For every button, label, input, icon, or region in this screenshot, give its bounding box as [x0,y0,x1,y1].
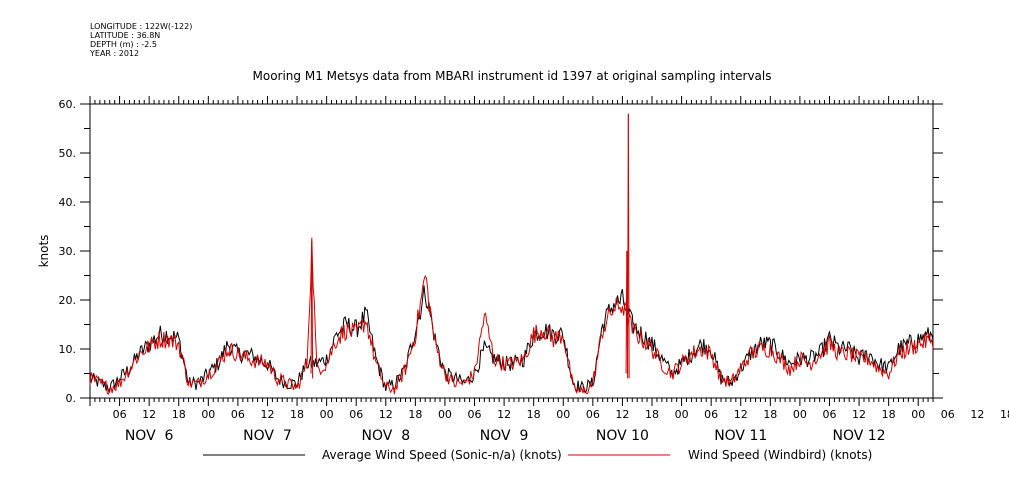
x-tick-label: 18 [763,408,777,421]
legend-label-windbird: Wind Speed (Windbird) (knots) [688,448,872,462]
x-tick-label: 00 [911,408,925,421]
x-tick-label: 18 [882,408,896,421]
x-tick-label: 00 [793,408,807,421]
x-tick-label: 00 [438,408,452,421]
x-tick-label: 18 [1000,408,1009,421]
x-date-label: NOV 10 [596,428,649,444]
x-tick-label: 12 [379,408,393,421]
x-tick-label: 12 [734,408,748,421]
x-tick-label: 12 [852,408,866,421]
y-tick-label: 50. [59,147,77,160]
spike-down [626,250,629,379]
x-tick-label: 06 [113,408,127,421]
x-tick-label: 12 [142,408,156,421]
x-tick-label: 06 [586,408,600,421]
legend-label-average: Average Wind Speed (Sonic-n/a) (knots) [322,448,562,462]
x-tick-label: 18 [645,408,659,421]
series-line-windbird-wind-speed [89,237,934,395]
plot-border [89,103,934,399]
x-tick-label: 06 [231,408,245,421]
x-tick-label: 12 [260,408,274,421]
plot-frame [89,103,934,399]
y-axis-label: knots [37,235,51,268]
x-tick-label: 18 [527,408,541,421]
x-tick-label: 00 [320,408,334,421]
x-tick-label: 06 [822,408,836,421]
x-tick-label: 00 [201,408,215,421]
x-date-label: NOV 7 [243,428,292,444]
depth-text: DEPTH (m) : -2.5 [90,40,157,49]
series-layer [89,113,934,395]
x-tick-label: 06 [349,408,363,421]
y-tick-label: 10. [59,343,77,356]
spike-down [311,241,314,379]
x-date-label: NOV 8 [361,428,410,444]
y-tick-label: 0. [66,392,77,405]
longitude-text: LONGITUDE : 122W(-122) [90,22,193,31]
metadata-block: LONGITUDE : 122W(-122) LATITUDE : 36.8N … [90,22,192,58]
y-tick-label: 40. [59,196,77,209]
x-tick-label: 00 [556,408,570,421]
x-tick-label: 18 [408,408,422,421]
series-line-average-wind-speed [89,285,934,394]
year-text: YEAR : 2012 [90,49,140,58]
x-tick-label: 12 [615,408,629,421]
y-tick-label: 60. [59,98,77,111]
axes-layer: 0. 10. 20. 30. 40. 50. 60. 06 12 18 00 06 12 18 00 06 12… [59,96,1009,444]
x-tick-label: 18 [290,408,304,421]
x-date-label: NOV 11 [714,428,767,444]
x-tick-label: 00 [675,408,689,421]
x-tick-label: 12 [497,408,511,421]
chart-title: Mooring M1 Metsys data from MBARI instru… [253,69,772,83]
y-tick-label: 20. [59,294,77,307]
x-tick-label: 06 [468,408,482,421]
latitude-text: LATITUDE : 36.8N [90,31,161,40]
legend: Average Wind Speed (Sonic-n/a) (knots) Wi… [203,448,872,462]
y-tick-label: 30. [59,245,77,258]
x-date-label: NOV 6 [125,428,174,444]
x-tick-label: 12 [970,408,984,421]
x-date-label: NOV 12 [833,428,886,444]
x-tick-label: 06 [704,408,718,421]
spike-down [627,113,630,379]
x-tick-label: 18 [172,408,186,421]
x-tick-label: 06 [941,408,955,421]
x-date-label: NOV 9 [480,428,529,444]
